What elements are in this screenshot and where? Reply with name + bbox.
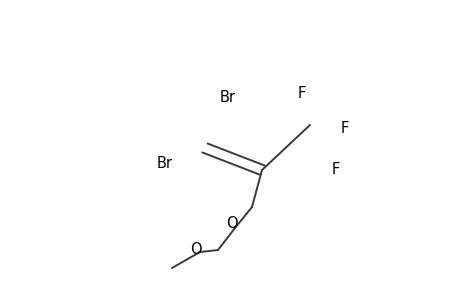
Text: F: F — [331, 163, 339, 178]
Text: O: O — [190, 242, 202, 257]
Text: Br: Br — [219, 91, 235, 106]
Text: F: F — [297, 85, 305, 100]
Text: Br: Br — [157, 155, 173, 170]
Text: O: O — [226, 217, 237, 232]
Text: F: F — [340, 121, 348, 136]
